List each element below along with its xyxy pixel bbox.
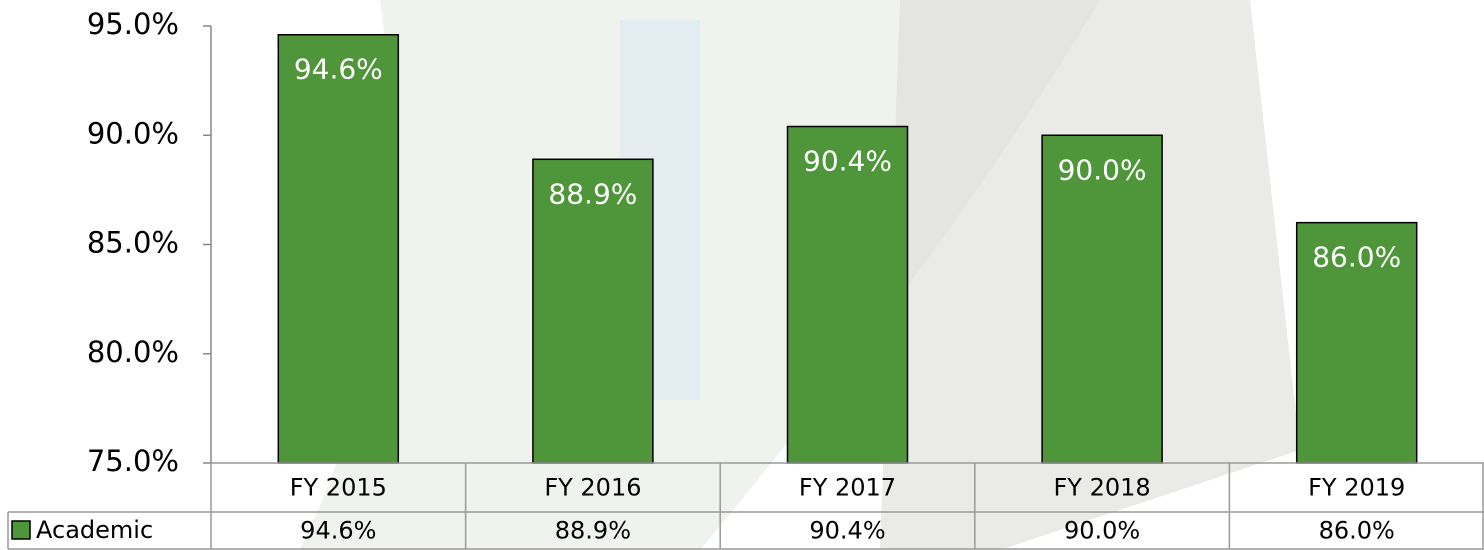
bar [1295,221,1418,464]
y-tick-label: 90.0% [87,116,179,150]
bar [1041,134,1163,464]
x-tick-label: FY 2016 [544,474,641,502]
table-value: 90.4% [809,517,885,545]
table-value: 90.0% [1064,517,1140,545]
y-tick-label: 75.0% [87,444,179,478]
table-value: 94.6% [300,517,376,545]
legend-label: Academic [36,516,153,544]
data-label: 90.0% [1058,153,1147,186]
table-value: 88.9% [555,517,631,545]
data-label: 88.9% [548,177,637,210]
data-label: 90.4% [803,145,892,178]
table-value: 86.0% [1319,517,1395,545]
y-tick-label: 80.0% [87,335,179,369]
legend: Academic [11,516,153,544]
legend-swatch [11,520,31,540]
x-tick-label: FY 2017 [799,474,896,502]
x-tick-label: FY 2018 [1054,474,1151,502]
x-tick-label: FY 2019 [1308,474,1405,502]
bar [277,33,400,464]
x-tick-label: FY 2015 [290,474,387,502]
bar [532,158,654,464]
data-label: 94.6% [294,53,383,86]
bar [786,125,909,464]
data-label: 86.0% [1312,241,1401,274]
y-tick-label: 85.0% [87,226,179,260]
y-tick-label: 95.0% [87,7,179,41]
